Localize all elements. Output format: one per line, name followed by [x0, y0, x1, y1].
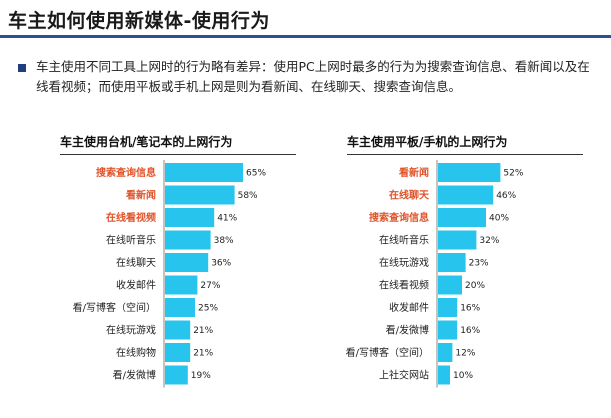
- mobile-value-label: 32%: [479, 236, 499, 246]
- pc-category-label: 看/写博客（空间）: [73, 301, 156, 314]
- pc-value-label: 25%: [198, 304, 218, 314]
- title-divider: [0, 35, 611, 38]
- intro-paragraph: 车主使用不同工具上网时的行为略有差异：使用PC上网时最多的行为为搜索查询信息、看…: [36, 59, 590, 94]
- mobile-bar: [438, 320, 458, 340]
- mobile-bar: [438, 185, 494, 205]
- pc-category-label: 在线听音乐: [106, 234, 156, 247]
- pc-bar: [165, 230, 211, 250]
- pc-bar: [165, 343, 191, 362]
- mobile-bar: [438, 230, 477, 250]
- pc-value-label: 36%: [211, 259, 231, 269]
- pc-category-label: 在线购物: [116, 346, 156, 359]
- bullet-square-icon: [18, 64, 26, 72]
- mobile-bar: [438, 343, 453, 362]
- mobile-bar: [438, 253, 466, 272]
- chart-title-pc: 车主使用台机/笔记本的上网行为: [60, 133, 296, 155]
- pc-bar: [165, 163, 243, 182]
- mobile-category-label: 搜索查询信息: [369, 211, 429, 224]
- pc-value-label: 58%: [238, 191, 258, 201]
- mobile-bar: [438, 275, 462, 295]
- mobile-category-label: 在线听音乐: [379, 234, 429, 247]
- pc-category-label: 收发邮件: [116, 279, 156, 292]
- pc-category-label: 在线玩游戏: [106, 324, 156, 337]
- mobile-value-label: 40%: [489, 214, 509, 224]
- pc-bar: [165, 365, 188, 385]
- pc-bar: [165, 298, 195, 317]
- pc-category-label: 看新闻: [126, 189, 156, 202]
- pc-category-label: 在线看视频: [106, 211, 156, 224]
- mobile-value-label: 16%: [460, 326, 480, 336]
- bar-chart-mobile: 看新闻 52% 在线聊天 46% 搜索查询信息 40% 在线听音乐 32% 在线玩游戏 23% 在线…: [346, 160, 524, 388]
- pc-value-label: 19%: [191, 371, 211, 381]
- mobile-category-label: 上社交网站: [379, 369, 429, 382]
- mobile-value-label: 20%: [465, 281, 485, 291]
- chart-title-mobile: 车主使用平板/手机的上网行为: [347, 133, 583, 155]
- pc-value-label: 27%: [200, 281, 220, 291]
- pc-value-label: 65%: [246, 169, 266, 179]
- mobile-value-label: 12%: [455, 349, 475, 359]
- mobile-category-label: 看/写博客（空间）: [346, 346, 429, 359]
- mobile-bar: [438, 208, 486, 227]
- pc-bar: [165, 208, 215, 227]
- mobile-category-label: 看/发微博: [386, 324, 429, 337]
- mobile-value-label: 16%: [460, 304, 480, 314]
- pc-category-label: 搜索查询信息: [96, 166, 156, 179]
- pc-value-label: 21%: [193, 349, 213, 359]
- pc-value-label: 41%: [217, 214, 237, 224]
- bar-chart-pc: 搜索查询信息 65% 看新闻 58% 在线看视频 41% 在线听音乐 38% 在线聊天 36% 收发…: [73, 160, 266, 388]
- pc-bar: [165, 275, 198, 295]
- mobile-value-label: 46%: [496, 191, 516, 201]
- pc-bar: [165, 320, 191, 340]
- mobile-bar: [438, 163, 501, 182]
- mobile-category-label: 看新闻: [399, 166, 429, 179]
- pc-value-label: 21%: [193, 326, 213, 336]
- mobile-category-label: 在线玩游戏: [379, 256, 429, 269]
- mobile-bar: [438, 365, 450, 385]
- pc-category-label: 在线聊天: [116, 256, 156, 269]
- mobile-value-label: 52%: [503, 169, 523, 179]
- pc-bar: [165, 253, 209, 272]
- pc-bar: [165, 185, 235, 205]
- mobile-value-label: 23%: [469, 259, 489, 269]
- pc-category-label: 看/发微博: [113, 369, 156, 382]
- pc-value-label: 38%: [214, 236, 234, 246]
- page-title: 车主如何使用新媒体-使用行为: [8, 10, 270, 32]
- mobile-category-label: 收发邮件: [389, 301, 429, 314]
- mobile-value-label: 10%: [453, 371, 473, 381]
- mobile-bar: [438, 298, 458, 317]
- mobile-category-label: 在线聊天: [389, 189, 430, 202]
- mobile-category-label: 在线看视频: [379, 279, 429, 292]
